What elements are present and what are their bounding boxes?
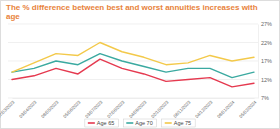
x-tick: 05/06/2023: [62, 98, 82, 119]
y-tick-label: 27%: [261, 21, 272, 27]
x-tick-label: 05/02/2024: [238, 99, 258, 119]
x-tick-label: 03/07/2023: [84, 99, 104, 119]
x-axis: 07/03/202303/04/202308/05/202305/06/2023…: [0, 98, 258, 119]
grid-line: [8, 61, 258, 62]
legend-item: Age 70: [123, 119, 156, 127]
plot: 7% 12% 17% 22% 27% 07/03/202303/04/202308/05/…: [0, 21, 272, 119]
y-axis-line: [258, 25, 259, 99]
x-tick: 04/09/2023: [128, 98, 148, 119]
x-tick: 05/02/2024: [238, 98, 258, 119]
x-tick: 03/07/2023: [84, 98, 104, 119]
x-tick-label: 05/06/2023: [62, 99, 82, 119]
x-axis-line: [13, 98, 255, 99]
x-tick: 04/12/2023: [194, 98, 214, 119]
y-tick-label: 17%: [261, 58, 272, 64]
grid-line: [8, 98, 258, 99]
x-tick-label: 04/09/2023: [128, 99, 148, 119]
legend-label: Age 65: [97, 120, 114, 126]
legend-box: [123, 119, 156, 127]
legend: Age 65 Age 70 Age 75: [85, 119, 195, 127]
grid-line: [8, 42, 258, 43]
x-tick: 08/05/2023: [40, 98, 60, 119]
legend-box: [85, 119, 118, 127]
y-tick: 12%: [258, 77, 272, 83]
x-tick-label: 07/03/2023: [0, 99, 16, 119]
x-tick: 03/04/2023: [18, 98, 38, 119]
legend-item: Age 75: [162, 119, 195, 127]
grid: [8, 24, 258, 98]
series-group: [12, 43, 254, 87]
x-tick-label: 06/11/2023: [172, 99, 192, 119]
y-tick-label: 7%: [261, 95, 269, 101]
grid-line: [8, 79, 258, 80]
chart: The % difference between best and worst …: [0, 0, 280, 129]
legend-swatch: [126, 122, 133, 124]
x-tick: 07/03/2023: [0, 98, 16, 119]
y-tick-label: 12%: [261, 77, 272, 83]
y-tick: 22%: [258, 40, 272, 46]
grid-line: [8, 24, 258, 25]
legend-swatch: [165, 122, 172, 124]
legend-box: [162, 119, 195, 127]
x-tick: 06/11/2023: [172, 98, 192, 119]
title: The % difference between best and worst …: [6, 3, 258, 21]
x-tick: 02/10/2023: [150, 98, 170, 119]
y-tick-label: 22%: [261, 40, 272, 46]
y-axis: 7% 12% 17% 22% 27%: [258, 21, 272, 101]
y-tick: 7%: [258, 95, 269, 101]
x-tick-label: 03/04/2023: [18, 99, 38, 119]
y-tick: 17%: [258, 58, 272, 64]
legend-label: Age 75: [174, 120, 191, 126]
x-tick-label: 07/08/2023: [106, 99, 126, 119]
x-tick-label: 02/10/2023: [150, 99, 170, 119]
x-tick: 07/08/2023: [106, 98, 126, 119]
y-tick: 27%: [258, 21, 272, 27]
legend-label: Age 70: [135, 120, 152, 126]
legend-item: Age 65: [85, 119, 118, 127]
legend-swatch: [88, 122, 95, 124]
background: [1, 1, 280, 129]
x-tick-label: 04/12/2023: [194, 99, 214, 119]
x-tick: 08/01/2024: [216, 98, 236, 119]
series-line: [12, 43, 254, 73]
x-tick-label: 08/01/2024: [216, 99, 236, 119]
x-tick-label: 08/05/2023: [40, 99, 60, 119]
